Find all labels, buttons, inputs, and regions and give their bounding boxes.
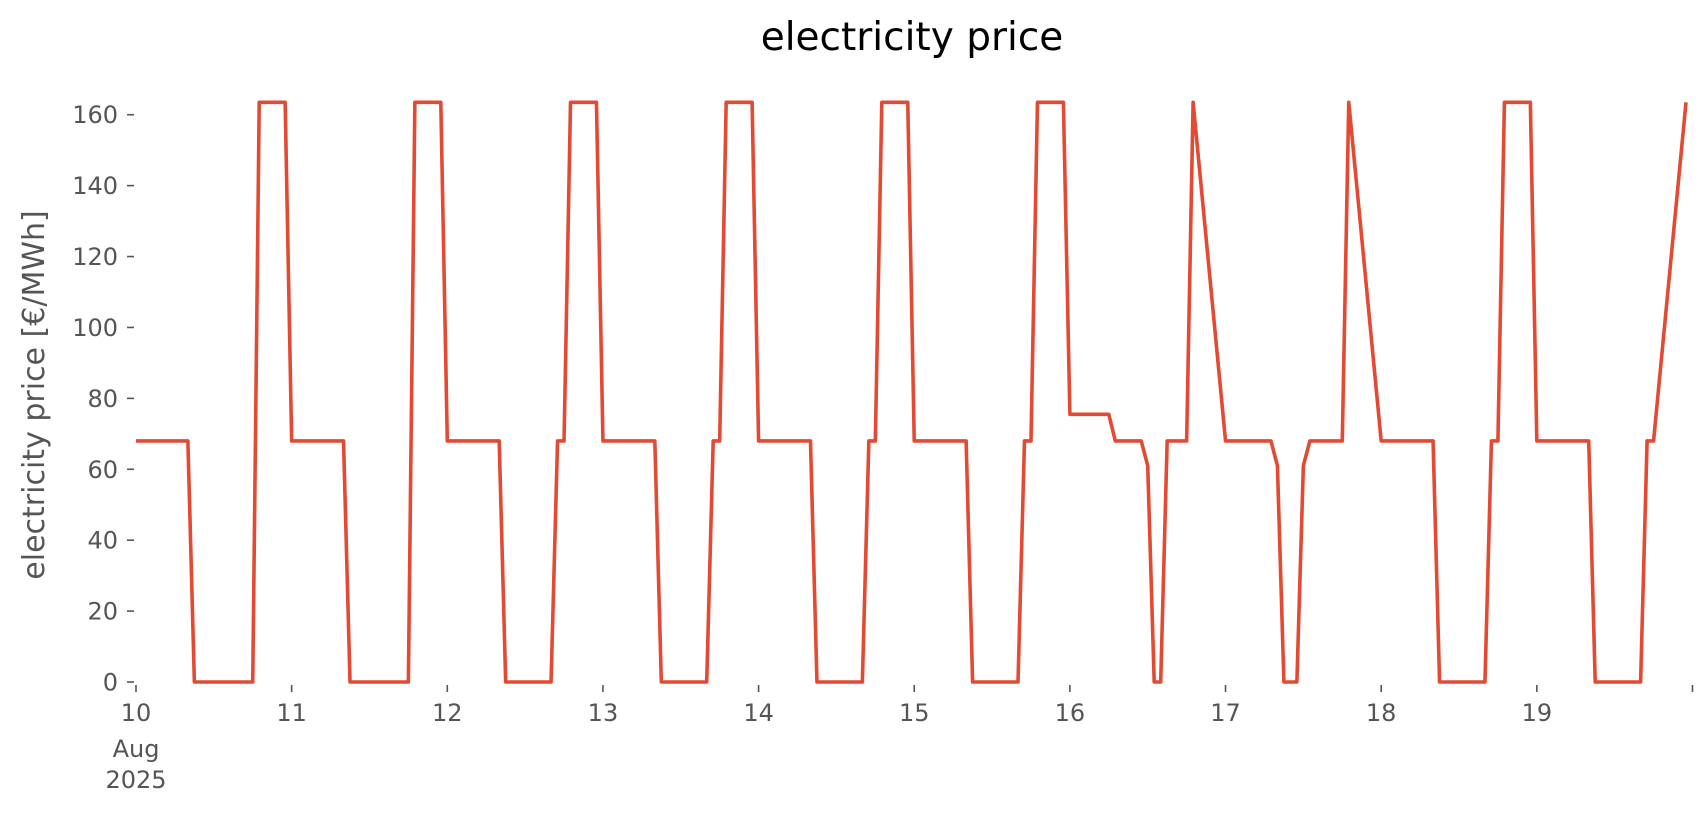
x-tick-label: 12 <box>432 699 463 727</box>
y-tick-label: 80 <box>87 385 118 413</box>
series-line <box>136 100 1688 684</box>
y-tick-label: 140 <box>72 172 118 200</box>
x-tick-label: 18 <box>1366 699 1397 727</box>
y-tick-label: 100 <box>72 314 118 342</box>
x-tick-sublabel: 2025 <box>105 766 166 794</box>
y-tick-label: 160 <box>72 101 118 129</box>
y-tick-label: 60 <box>87 456 118 484</box>
x-tick-label: 19 <box>1522 699 1553 727</box>
x-tick-label: 15 <box>899 699 930 727</box>
y-tick-label: 20 <box>87 598 118 626</box>
x-tick-sublabel: Aug <box>113 735 160 763</box>
chart-title: electricity price <box>761 15 1064 60</box>
y-tick-label: 40 <box>87 527 118 555</box>
x-tick-label: 13 <box>588 699 619 727</box>
y-axis-label: electricity price [€/MWh] <box>17 210 52 579</box>
x-tick-label: 10 <box>121 699 152 727</box>
x-axis: 10 11 12 13 14 15 16 17 18 19 Aug 2025 <box>105 685 1694 794</box>
x-tick-label: 17 <box>1210 699 1241 727</box>
x-tick-label: 16 <box>1055 699 1086 727</box>
x-tick-label: 11 <box>276 699 307 727</box>
y-tick-label: 120 <box>72 243 118 271</box>
plot-area <box>136 100 1688 684</box>
y-axis: 0 20 40 60 80 100 120 140 160 <box>72 101 134 697</box>
y-tick-label: 0 <box>103 669 118 697</box>
x-tick-label: 14 <box>743 699 774 727</box>
